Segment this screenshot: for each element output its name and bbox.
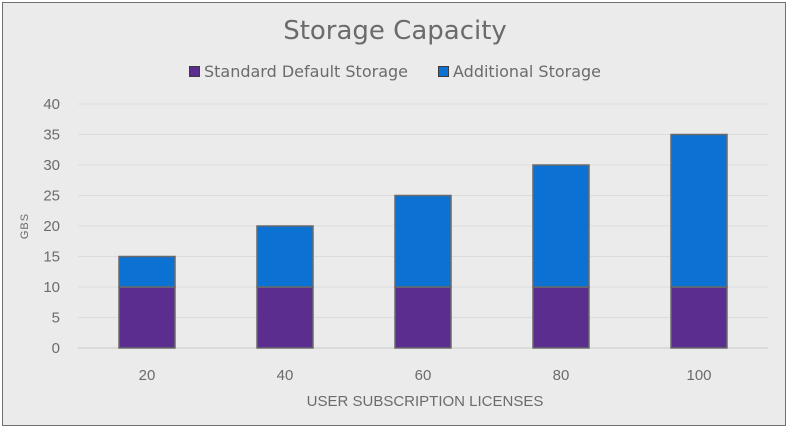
x-tick-label: 40	[277, 367, 294, 384]
bar-additional-storage	[118, 255, 176, 288]
legend-label-standard: Standard Default Storage	[203, 62, 408, 81]
legend-label-additional: Additional Storage	[453, 62, 602, 81]
bar-additional-storage	[670, 133, 728, 288]
chart-title: Storage Capacity	[283, 16, 507, 46]
x-axis-title: USER SUBSCRIPTION LICENSES	[307, 393, 544, 410]
y-tick-label: 25	[43, 188, 60, 205]
bar-standard-default-storage	[394, 286, 452, 349]
y-tick-label: 20	[43, 218, 60, 235]
x-tick-label: 80	[553, 367, 570, 384]
bar-standard-default-storage	[256, 286, 314, 349]
legend-item-additional: Additional Storage	[438, 62, 601, 81]
bar-standard-default-storage	[532, 286, 590, 349]
bar-standard-default-storage	[670, 286, 728, 349]
legend-swatch-additional	[438, 66, 449, 77]
y-tick-label: 30	[43, 157, 60, 174]
y-tick-label: 15	[43, 249, 60, 266]
y-tick-label: 5	[52, 310, 60, 327]
x-tick-label: 20	[139, 367, 156, 384]
y-tick-label: 10	[43, 279, 60, 296]
bar-additional-storage	[394, 194, 452, 288]
x-tick-label: 60	[415, 367, 432, 384]
y-axis-title: GBS	[19, 213, 31, 239]
bar-additional-storage	[256, 225, 314, 288]
x-tick-labels: 20 40 60 80 100	[139, 367, 712, 384]
y-tick-labels: 0 5 10 15 20 25 30 35 40	[43, 96, 60, 357]
y-tick-label: 40	[43, 96, 60, 113]
y-tick-label: 0	[52, 340, 60, 357]
x-tick-label: 100	[686, 367, 711, 384]
legend-item-standard: Standard Default Storage	[188, 62, 408, 81]
bar-standard-default-storage	[118, 286, 176, 349]
bars	[118, 133, 728, 349]
bar-additional-storage	[532, 164, 590, 288]
legend-swatch-standard	[188, 66, 200, 77]
chart-legend: Standard Default Storage Additional Stor…	[0, 62, 790, 81]
y-tick-label: 35	[43, 127, 60, 144]
chart-frame	[2, 2, 786, 426]
